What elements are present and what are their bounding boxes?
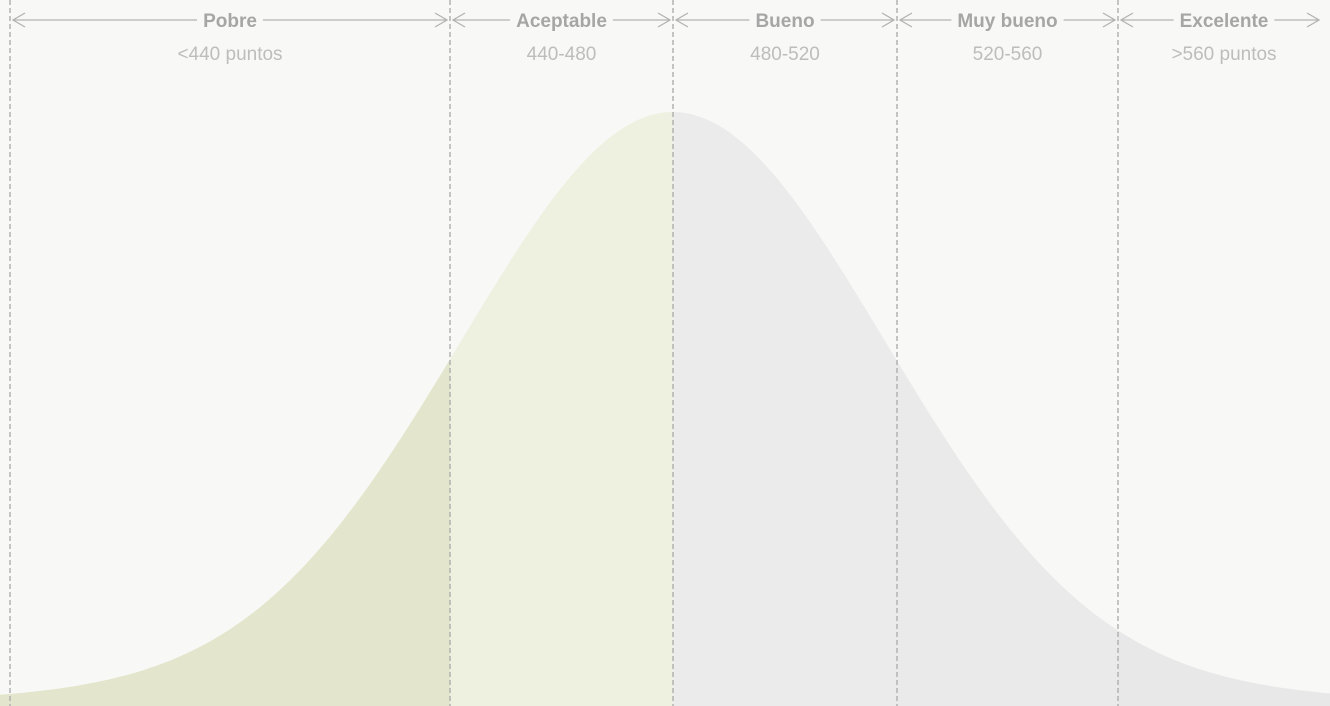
band-label: Excelente: [1180, 11, 1269, 32]
arrow: [451, 12, 511, 28]
band-range: 480-520: [750, 44, 820, 65]
arrow: [1063, 12, 1117, 28]
arrow: [1119, 12, 1174, 28]
band-label: Aceptable: [516, 11, 607, 32]
band-label: Muy bueno: [957, 11, 1057, 32]
band-label: Pobre: [203, 11, 257, 32]
arrow: [11, 12, 198, 28]
arrow: [674, 12, 750, 28]
band-label: Bueno: [755, 11, 814, 32]
band-range: 520-560: [973, 44, 1043, 65]
band-range: >560 puntos: [1171, 44, 1276, 65]
arrow: [898, 12, 952, 28]
arrow: [612, 12, 672, 28]
arrow: [262, 12, 449, 28]
band-range: <440 puntos: [177, 44, 282, 65]
arrow: [820, 12, 896, 28]
arrow: [1274, 12, 1321, 28]
band-range: 440-480: [527, 44, 597, 65]
